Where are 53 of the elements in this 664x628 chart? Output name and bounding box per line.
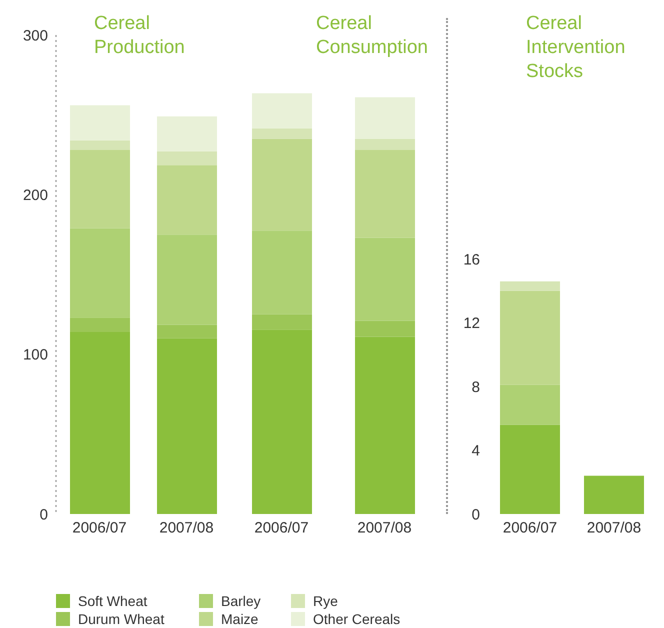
bar	[70, 105, 130, 140]
bar	[70, 332, 130, 514]
y-tick-label: 12	[463, 315, 480, 332]
bar	[500, 290, 560, 385]
bar	[157, 116, 217, 152]
y-tick-label: 200	[22, 186, 48, 204]
bar	[252, 314, 312, 330]
legend-label: Barley	[221, 593, 261, 609]
chart-title: Cereal Production	[94, 12, 186, 60]
bar	[70, 140, 130, 150]
x-tick-label: 2007/08	[586, 520, 642, 537]
bar	[500, 424, 560, 514]
bar	[584, 476, 644, 514]
bar	[252, 230, 312, 314]
chart-title: Cereal Intervention Stocks	[526, 12, 626, 84]
bar	[70, 150, 130, 228]
y-tick-label: 0	[40, 506, 48, 524]
x-tick-label: 2006/07	[72, 520, 127, 537]
bar	[355, 336, 415, 514]
legend-label: Durum Wheat	[78, 611, 164, 627]
x-tick-label: 2007/08	[357, 520, 412, 537]
bar	[500, 281, 560, 291]
bar	[157, 165, 217, 235]
bar	[355, 138, 415, 150]
legend-label: Rye	[313, 593, 338, 609]
bar	[70, 318, 130, 332]
x-tick-label: 2006/07	[502, 520, 558, 537]
bar	[157, 324, 217, 338]
bar	[252, 138, 312, 231]
y-tick-label: 300	[22, 27, 48, 44]
y-tick-label: 8	[472, 378, 480, 396]
x-tick-label: 2006/07	[254, 520, 309, 537]
legend-label: Other Cereals	[313, 611, 400, 627]
bar	[157, 234, 217, 325]
bar	[355, 238, 415, 321]
x-tick-label: 2007/08	[159, 520, 214, 537]
bar	[355, 320, 415, 337]
chart-title: Cereal Consumption	[316, 12, 429, 60]
bar	[252, 128, 312, 139]
bar	[252, 330, 312, 514]
bar	[157, 152, 217, 166]
y-tick-label: 16	[463, 251, 480, 268]
bar	[157, 338, 217, 514]
bar	[355, 150, 415, 238]
bar	[70, 228, 130, 318]
bar	[500, 384, 560, 425]
y-tick-label: 4	[472, 442, 480, 460]
y-tick-label: 100	[22, 346, 48, 364]
y-tick-label: 0	[472, 506, 480, 524]
bar	[355, 97, 415, 139]
bar	[252, 93, 312, 128]
legend-label: Maize	[221, 611, 258, 627]
legend-label: Soft Wheat	[78, 593, 148, 609]
